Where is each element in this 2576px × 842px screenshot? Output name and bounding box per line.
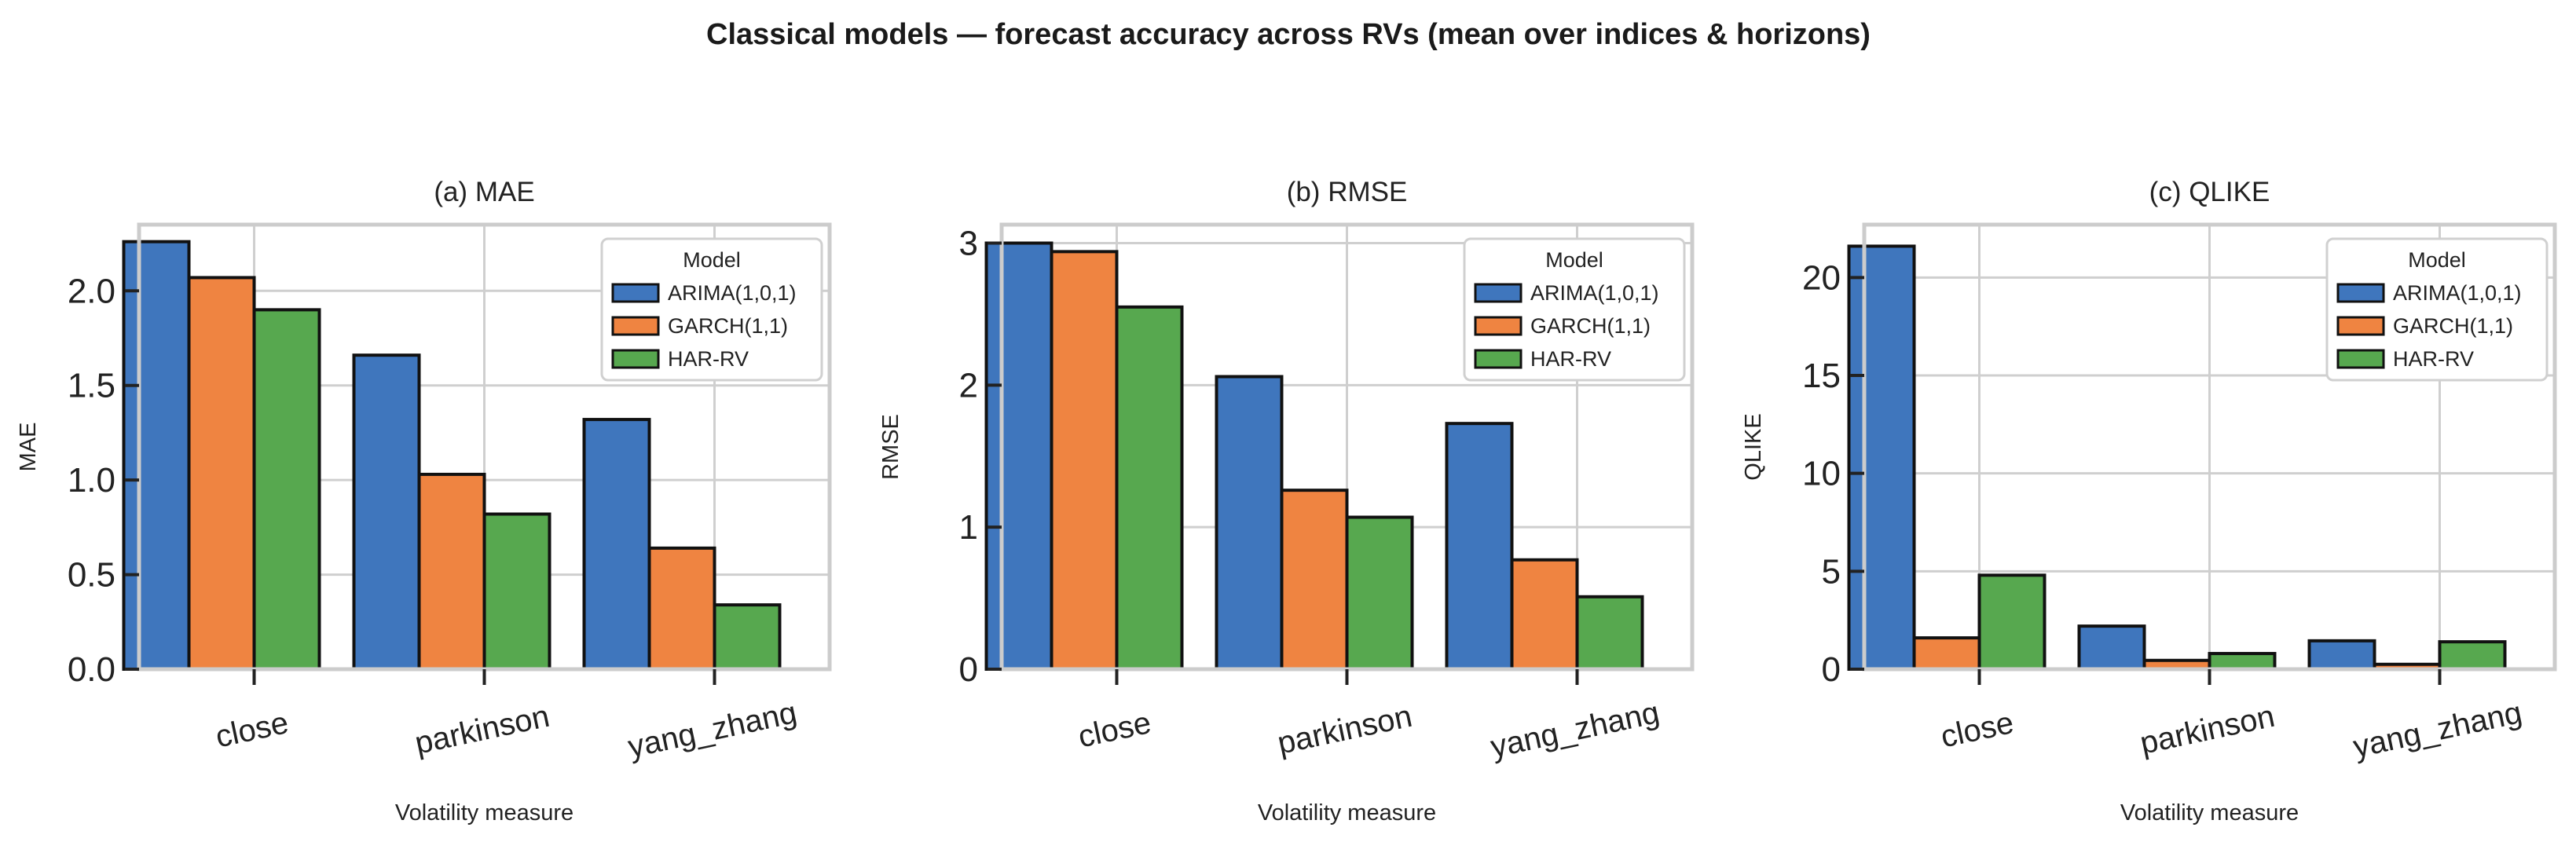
x-tick-label: parkinson: [1274, 699, 1415, 761]
y-axis-label: MAE: [16, 423, 41, 472]
legend-entry: HAR-RV: [2393, 347, 2474, 371]
legend-entry: GARCH(1,1): [2393, 314, 2513, 338]
legend-swatch-HAR-RV: [1474, 349, 1523, 369]
panels-container: 0.0 0.5 1.0 1.5 2.0 close parkinson yang_zhang (…: [16, 177, 2557, 826]
bar-yang_zhang-ARIMA(1,0,1): [1445, 422, 1514, 672]
legend-swatch-ARIMA(1,0,1): [1474, 283, 1523, 303]
legend-entry: GARCH(1,1): [668, 314, 788, 338]
legend: Model ARIMA(1,0,1) GARCH(1,1) HAR-RV: [600, 237, 823, 382]
bar-parkinson-HAR-RV: [482, 512, 551, 672]
y-tick-label: 0.5: [68, 556, 115, 595]
legend-entry: ARIMA(1,0,1): [1530, 281, 1659, 305]
x-tick-label: close: [1938, 705, 2017, 754]
legend-swatch-GARCH(1,1): [2336, 316, 2385, 336]
y-axis-label: RMSE: [878, 414, 903, 480]
bar-close-GARCH(1,1): [1050, 250, 1119, 671]
bar-yang_zhang-GARCH(1,1): [1510, 558, 1579, 671]
y-tick-label: 15: [1802, 357, 1841, 395]
y-tick-label: 1.5: [68, 367, 115, 405]
legend-entry: ARIMA(1,0,1): [2393, 281, 2522, 305]
legend-box: [2325, 237, 2549, 382]
bar-yang_zhang-ARIMA(1,0,1): [582, 418, 651, 671]
panel-2: 0 1 2 3 close parkinson yang_zhang (b) RMSE RMSE…: [878, 177, 1695, 826]
y-tick-label: 1.0: [68, 461, 115, 500]
y-tick-label: 2.0: [68, 272, 115, 310]
y-tick-label: 3: [959, 225, 978, 263]
bar-yang_zhang-HAR-RV: [2438, 640, 2507, 672]
bar-close-HAR-RV: [1977, 573, 2047, 672]
x-tick-label: close: [1075, 705, 1154, 754]
bar-parkinson-ARIMA(1,0,1): [2077, 624, 2146, 672]
x-axis-label: Volatility measure: [1258, 800, 1436, 826]
x-tick-label: yang_zhang: [625, 695, 800, 764]
panel-1: 0.0 0.5 1.0 1.5 2.0 close parkinson yang_zhang (…: [16, 177, 832, 826]
bar-parkinson-HAR-RV: [2208, 652, 2277, 671]
y-tick-label: 1: [959, 508, 978, 547]
y-axis-label: QLIKE: [1741, 413, 1766, 480]
legend-title: Model: [1545, 248, 1603, 272]
legend-entry: HAR-RV: [1530, 347, 1611, 371]
legend: Model ARIMA(1,0,1) GARCH(1,1) HAR-RV: [1463, 237, 1686, 382]
panel-title: (c) QLIKE: [2149, 177, 2270, 207]
x-axis-label: Volatility measure: [2120, 800, 2299, 826]
panel-title: (b) RMSE: [1287, 177, 1408, 207]
y-tick-label: 0: [1822, 650, 1841, 689]
legend-swatch-ARIMA(1,0,1): [2336, 283, 2385, 303]
legend-title: Model: [2408, 248, 2466, 272]
x-tick-label: yang_zhang: [2351, 695, 2525, 764]
bar-parkinson-ARIMA(1,0,1): [352, 353, 421, 671]
bar-close-HAR-RV: [252, 308, 321, 671]
bar-close-HAR-RV: [1115, 305, 1184, 671]
bar-yang_zhang-HAR-RV: [713, 603, 782, 672]
legend-entry: GARCH(1,1): [1530, 314, 1651, 338]
bar-close-GARCH(1,1): [1912, 636, 1981, 671]
legend-entry: HAR-RV: [668, 347, 749, 371]
y-tick-label: 0: [959, 650, 978, 689]
bar-close-GARCH(1,1): [187, 276, 256, 671]
legend: Model ARIMA(1,0,1) GARCH(1,1) HAR-RV: [2325, 237, 2549, 382]
bar-parkinson-HAR-RV: [1345, 515, 1414, 671]
x-tick-label: yang_zhang: [1488, 695, 1662, 764]
panel-title: (a) MAE: [434, 177, 534, 207]
panel-3: 0 5 10 15 20 close parkinson yang_zhang (c) QLIK…: [1741, 177, 2557, 826]
figure-title: Classical models — forecast accuracy acr…: [706, 18, 1871, 51]
bar-close-ARIMA(1,0,1): [1847, 244, 1916, 671]
x-axis-label: Volatility measure: [395, 800, 573, 826]
bar-yang_zhang-HAR-RV: [1575, 595, 1644, 672]
bar-close-ARIMA(1,0,1): [984, 241, 1053, 671]
bar-yang_zhang-ARIMA(1,0,1): [2307, 639, 2376, 672]
legend-box: [1463, 237, 1686, 382]
legend-swatch-GARCH(1,1): [1474, 316, 1523, 336]
x-tick-label: parkinson: [412, 699, 552, 761]
x-tick-label: close: [213, 705, 291, 754]
bar-parkinson-GARCH(1,1): [1280, 489, 1349, 672]
legend-swatch-GARCH(1,1): [611, 316, 660, 336]
legend-swatch-HAR-RV: [611, 349, 660, 369]
bar-close-ARIMA(1,0,1): [122, 240, 191, 672]
bar-yang_zhang-GARCH(1,1): [647, 546, 716, 672]
bar-parkinson-GARCH(1,1): [417, 472, 486, 671]
bar-parkinson-ARIMA(1,0,1): [1215, 375, 1284, 671]
y-tick-label: 0.0: [68, 650, 115, 689]
legend-swatch-HAR-RV: [2336, 349, 2385, 369]
legend-entry: ARIMA(1,0,1): [668, 281, 797, 305]
y-tick-label: 10: [1802, 455, 1841, 493]
y-tick-label: 5: [1822, 552, 1841, 591]
legend-swatch-ARIMA(1,0,1): [611, 283, 660, 303]
y-tick-label: 2: [959, 366, 978, 405]
y-tick-label: 20: [1802, 258, 1841, 297]
x-tick-label: parkinson: [2137, 699, 2277, 761]
legend-title: Model: [683, 248, 741, 272]
legend-box: [600, 237, 823, 382]
